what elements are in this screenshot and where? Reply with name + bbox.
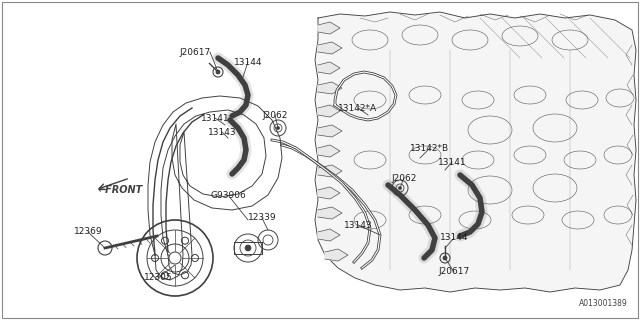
Polygon shape — [315, 12, 636, 292]
Text: 13144: 13144 — [440, 234, 468, 243]
Text: ←FRONT: ←FRONT — [98, 185, 143, 195]
Polygon shape — [318, 187, 340, 199]
Text: 12339: 12339 — [248, 213, 276, 222]
Text: 13144: 13144 — [234, 58, 262, 67]
Text: 13141: 13141 — [201, 114, 229, 123]
Text: G93906: G93906 — [210, 190, 246, 199]
Text: 12305: 12305 — [144, 274, 172, 283]
Polygon shape — [318, 105, 340, 117]
Polygon shape — [318, 82, 342, 94]
Polygon shape — [318, 42, 342, 54]
Polygon shape — [318, 145, 340, 157]
Polygon shape — [318, 207, 342, 219]
Circle shape — [245, 245, 251, 251]
Polygon shape — [318, 62, 340, 74]
Text: 13143: 13143 — [344, 220, 372, 229]
Circle shape — [443, 256, 447, 260]
Text: 13142*B: 13142*B — [410, 143, 449, 153]
Text: A013001389: A013001389 — [579, 299, 628, 308]
Circle shape — [276, 126, 280, 130]
Text: J20617: J20617 — [179, 47, 211, 57]
Circle shape — [216, 70, 220, 74]
Text: 12369: 12369 — [74, 228, 102, 236]
Text: 13141: 13141 — [438, 157, 467, 166]
Polygon shape — [318, 125, 342, 137]
Text: J20617: J20617 — [438, 268, 470, 276]
Polygon shape — [318, 22, 340, 34]
Circle shape — [399, 187, 401, 189]
Text: 13143: 13143 — [208, 127, 236, 137]
Polygon shape — [318, 229, 340, 241]
Polygon shape — [325, 249, 348, 261]
Text: 13142*A: 13142*A — [339, 103, 378, 113]
Polygon shape — [318, 165, 342, 177]
Text: J2062: J2062 — [262, 110, 288, 119]
Text: J2062: J2062 — [391, 173, 417, 182]
